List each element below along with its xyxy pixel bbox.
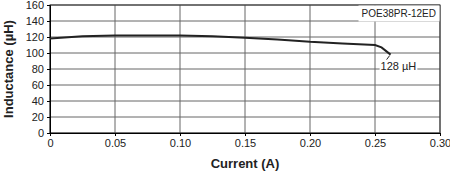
y-tick: 40 — [32, 95, 50, 107]
y-tick-label: 160 — [26, 0, 44, 11]
grid-line — [50, 117, 440, 118]
chart: 0 0.05 0.10 0.15 0.20 0.25 0.30 0 20 40 60 80 100 120… — [0, 0, 450, 172]
annotation-background — [380, 60, 418, 72]
y-tick-mark — [47, 37, 50, 38]
y-tick-label: 0 — [38, 127, 44, 139]
x-tick-mark — [375, 133, 376, 136]
grid — [50, 5, 440, 133]
y-tick-mark — [47, 133, 50, 134]
y-tick-mark — [47, 5, 50, 6]
y-tick-label: 80 — [32, 63, 44, 75]
y-tick: 20 — [32, 111, 50, 123]
x-tick-mark — [245, 133, 246, 136]
y-tick-label: 60 — [32, 79, 44, 91]
x-tick: 0.10 — [170, 133, 191, 149]
plot: 0 0.05 0.10 0.15 0.20 0.25 0.30 0 20 40 60 80 100 120… — [26, 0, 450, 149]
x-axis: 0 0.05 0.10 0.15 0.20 0.25 0.30 — [47, 133, 450, 149]
x-tick: 0.25 — [365, 133, 386, 149]
y-tick: 60 — [32, 79, 50, 91]
x-axis-line — [51, 134, 441, 137]
y-tick-mark — [47, 21, 50, 22]
x-tick-mark — [180, 133, 181, 136]
x-tick-label: 0.30 — [430, 137, 450, 149]
series-group — [50, 35, 391, 54]
x-tick-label: 0.05 — [105, 137, 126, 149]
y-tick-label: 100 — [26, 47, 44, 59]
y-tick: 80 — [32, 63, 50, 75]
x-tick-label: 0.10 — [170, 137, 191, 149]
annotation-box — [359, 6, 440, 22]
y-tick-mark — [47, 53, 50, 54]
grid-line — [50, 101, 440, 102]
x-tick: 0.30 — [430, 133, 450, 149]
y-axis-title: Inductance (µH) — [1, 20, 16, 118]
y-tick-mark — [47, 69, 50, 70]
grid-line — [50, 85, 440, 86]
y-tick-mark — [47, 117, 50, 118]
x-tick: 0.15 — [235, 133, 256, 149]
annotation-leader — [387, 56, 390, 60]
x-tick-label: 0.25 — [365, 137, 386, 149]
y-tick: 0 — [38, 127, 50, 139]
x-tick: 0 — [47, 133, 53, 149]
x-tick-label: 0.15 — [235, 137, 256, 149]
y-axis-line — [47, 6, 51, 134]
x-tick-mark — [310, 133, 311, 136]
annotations: POE38PR-12ED 128 µH — [359, 6, 440, 72]
y-tick-label: 40 — [32, 95, 44, 107]
x-tick: 0.05 — [105, 133, 126, 149]
y-axis: 0 20 40 60 80 100 120 140 160 — [26, 0, 51, 139]
x-tick-label: 0.20 — [300, 137, 321, 149]
y-tick-label: 120 — [26, 31, 44, 43]
y-tick-label: 140 — [26, 15, 44, 27]
x-tick-mark — [440, 133, 441, 136]
grid-line — [50, 53, 440, 54]
x-axis-title: Current (A) — [211, 156, 280, 171]
y-tick-label: 20 — [32, 111, 44, 123]
plot-frame — [50, 5, 440, 133]
y-tick-mark — [47, 101, 50, 102]
y-tick: 140 — [26, 15, 50, 27]
data-line — [50, 35, 391, 54]
x-tick-mark — [115, 133, 116, 136]
y-tick: 100 — [26, 47, 50, 59]
x-tick: 0.20 — [300, 133, 321, 149]
x-tick-label: 0 — [47, 137, 53, 149]
y-tick: 120 — [26, 31, 50, 43]
y-tick: 160 — [26, 0, 50, 11]
annotation: POE38PR-12ED — [362, 8, 436, 19]
annotation: 128 µH — [381, 60, 417, 72]
y-tick-mark — [47, 85, 50, 86]
